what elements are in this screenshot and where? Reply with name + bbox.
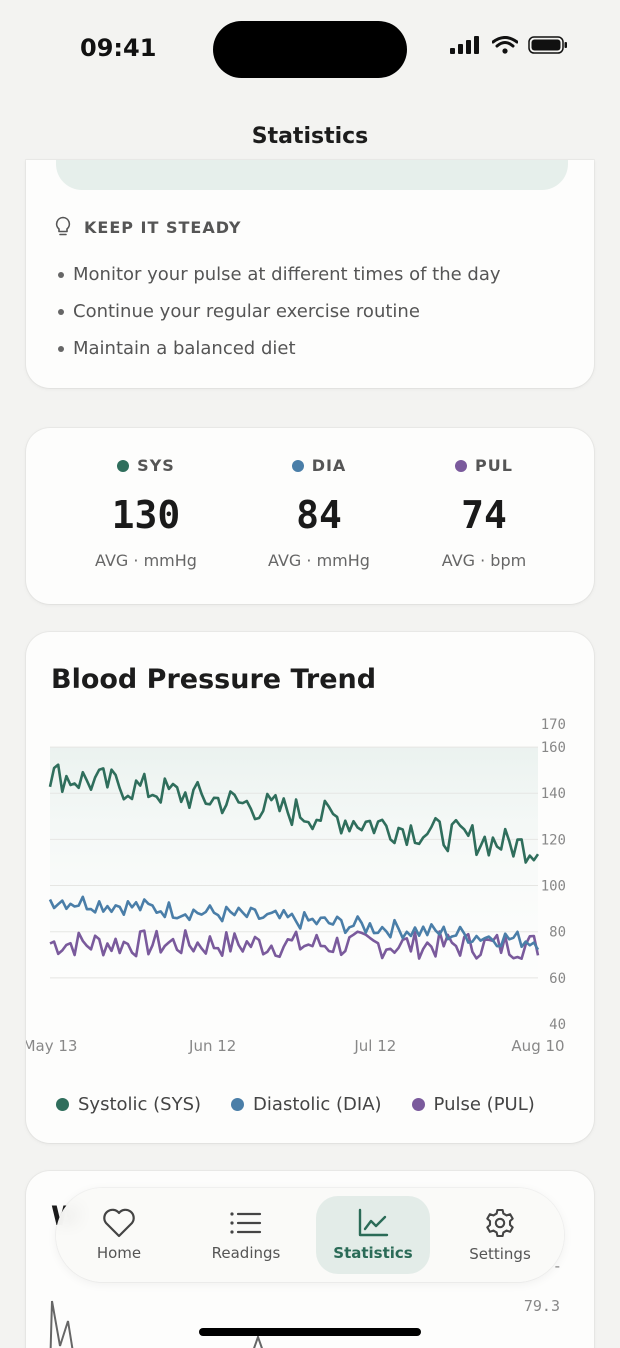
x-tick-label: Jul 12 [353,1037,396,1055]
legend-sys-label: Systolic (SYS) [78,1094,202,1115]
tab-statistics-label: Statistics [333,1244,413,1262]
tip-item: Maintain a balanced diet [58,330,501,367]
series-line-sys [48,763,540,864]
averages-card: SYS 130 AVG · mmHg DIA 84 AVG · mmHg PUL… [26,428,594,604]
y-tick-label: 100 [541,879,566,895]
avg-dia: DIA 84 AVG · mmHg [229,456,409,570]
series-line-pul [49,929,540,960]
legend-dia-label: Diastolic (DIA) [253,1094,382,1115]
tip-text: Continue your regular exercise routine [73,301,420,322]
avg-sys-label: SYS [56,456,236,475]
list-icon [230,1212,262,1234]
avg-pul-label: PUL [394,456,574,475]
wifi-icon [492,36,518,54]
sys-dot-icon [117,459,130,472]
tip-item: Monitor your pulse at different times of… [58,256,501,293]
avg-pul-unit: AVG · bpm [441,551,527,570]
battery-icon [528,36,567,54]
status-icons [450,36,568,54]
avg-sys-label-text: SYS [137,456,175,475]
x-tick-label: Aug 10 [511,1037,564,1055]
weight-chart-partial [49,1300,263,1348]
tab-readings-label: Readings [211,1244,281,1262]
y-tick-label: 140 [541,786,566,802]
bullet-icon [58,271,64,278]
x-tick-label: May 13 [26,1037,77,1055]
bottom-tab-bar: Home Readings Statistics Settings [56,1188,564,1282]
tip-text: Maintain a balanced diet [73,338,296,359]
legend-dia-dot-icon [231,1098,245,1111]
legend-sys-dot-icon [56,1098,69,1111]
status-bar: 09:41 [0,0,620,100]
avg-sys-value: 130 [111,493,181,537]
tab-statistics[interactable]: Statistics [316,1196,430,1274]
y-tick-label: 40 [549,1017,566,1033]
avg-sys: SYS 130 AVG · mmHg [56,456,236,570]
status-time: 09:41 [80,34,157,62]
chart-legend: Systolic (SYS) Diastolic (DIA) Pulse (PU… [56,1094,535,1115]
bp-trend-chart: 170 160 140 120 100 80 60 40 May 13 Jun 12 Jul 12 A… [26,717,566,1055]
tab-settings-label: Settings [469,1245,531,1263]
y-tick-label: 80 [549,925,566,941]
lightbulb-icon [55,216,71,236]
x-tick-label: Jun 12 [188,1037,236,1055]
tab-home[interactable]: Home [62,1196,176,1274]
heart-icon [103,1208,135,1238]
tips-heading: KEEP IT STEADY [54,216,241,238]
tip-item: Continue your regular exercise routine [58,293,501,330]
avg-dia-label: DIA [229,456,409,475]
avg-pul: PUL 74 AVG · bpm [394,456,574,570]
tips-heading-text: KEEP IT STEADY [84,217,242,237]
chart-icon [358,1208,389,1237]
legend-pul-label: Pulse (PUL) [433,1094,535,1115]
avg-dia-unit: AVG · mmHg [268,551,370,570]
page-title: Statistics [251,124,369,149]
y-tick-label: 60 [549,971,566,987]
home-indicator [199,1328,421,1336]
legend-item-dia: Diastolic (DIA) [231,1094,382,1115]
chart-title: Blood Pressure Trend [51,664,377,695]
dynamic-island [213,21,407,78]
legend-item-sys: Systolic (SYS) [56,1094,201,1115]
y-tick-label: 120 [541,832,566,848]
avg-dia-value: 84 [296,493,342,537]
weight-dash: - [554,1257,560,1275]
legend-item-pul: Pulse (PUL) [411,1094,535,1115]
bullet-icon [58,345,64,352]
tab-settings[interactable]: Settings [443,1196,557,1274]
bp-trend-card: Blood Pressure Trend 170 160 140 120 100 80 60… [26,632,594,1143]
tips-card-banner [56,160,568,190]
y-tick-label: 170 [541,717,566,733]
pul-dot-icon [455,459,468,472]
gear-icon [486,1208,514,1238]
bullet-icon [58,308,64,315]
tab-readings[interactable]: Readings [189,1196,303,1274]
avg-pul-value: 74 [461,493,507,537]
signal-icon [450,36,479,54]
tips-card: KEEP IT STEADY Monitor your pulse at dif… [26,160,594,388]
weight-tick-label: 79.3 [523,1297,560,1315]
tip-text: Monitor your pulse at different times of… [73,264,501,285]
legend-pul-dot-icon [411,1098,425,1111]
series-line-dia [48,895,540,951]
avg-dia-label-text: DIA [311,456,347,475]
dia-dot-icon [291,459,304,472]
tips-list: Monitor your pulse at different times of… [58,256,501,367]
avg-pul-label-text: PUL [475,456,513,475]
avg-sys-unit: AVG · mmHg [95,551,197,570]
y-tick-label: 160 [541,740,566,756]
tab-home-label: Home [96,1244,142,1262]
